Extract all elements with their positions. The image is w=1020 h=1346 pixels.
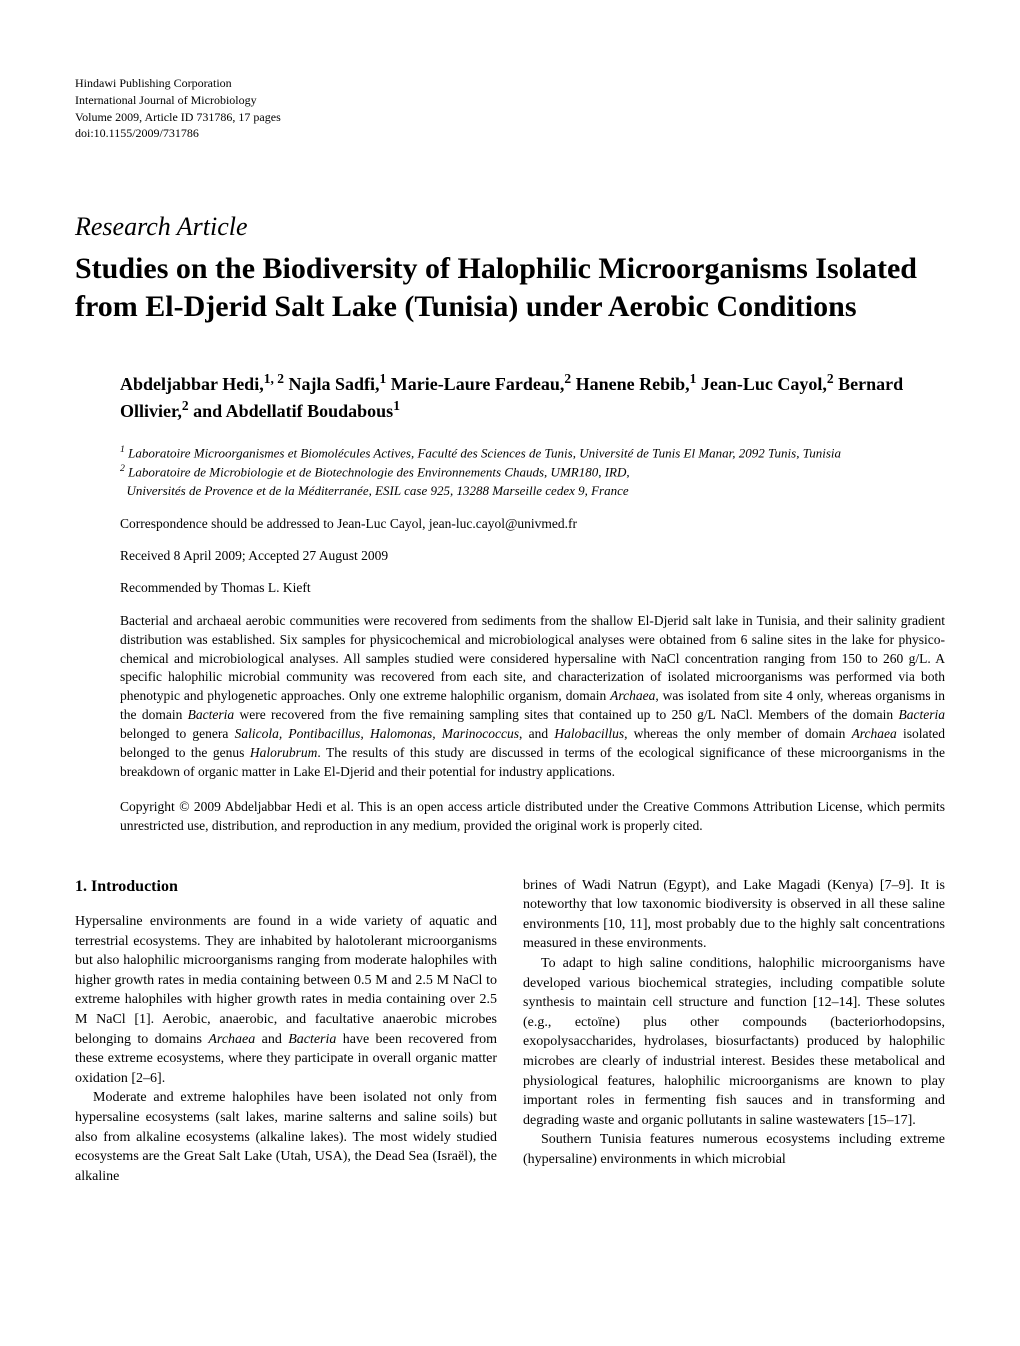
paragraph: Southern Tunisia features numerous ecosy…	[523, 1130, 945, 1169]
volume-info: Volume 2009, Article ID 731786, 17 pages	[75, 109, 945, 126]
correspondence: Correspondence should be addressed to Je…	[120, 516, 945, 532]
abstract: Bacterial and archaeal aerobic communiti…	[120, 612, 945, 782]
main-content: 1. Introduction Hypersaline environments…	[75, 876, 945, 1187]
paragraph: Hypersaline environments are found in a …	[75, 912, 497, 1088]
right-column: brines of Wadi Natrun (Egypt), and Lake …	[523, 876, 945, 1187]
authors-list: Abdeljabbar Hedi,1, 2 Najla Sadfi,1 Mari…	[120, 370, 945, 424]
copyright: Copyright © 2009 Abdeljabbar Hedi et al.…	[120, 798, 945, 836]
dates: Received 8 April 2009; Accepted 27 Augus…	[120, 548, 945, 564]
article-type: Research Article	[75, 212, 945, 242]
publisher: Hindawi Publishing Corporation	[75, 75, 945, 92]
left-column: 1. Introduction Hypersaline environments…	[75, 876, 497, 1187]
recommended-by: Recommended by Thomas L. Kieft	[120, 580, 945, 596]
affiliations: 1 Laboratoire Microorganismes et Biomolé…	[120, 443, 945, 500]
paragraph: To adapt to high saline conditions, halo…	[523, 954, 945, 1130]
doi: doi:10.1155/2009/731786	[75, 125, 945, 142]
section-heading: 1. Introduction	[75, 876, 497, 898]
publication-info: Hindawi Publishing Corporation Internati…	[75, 75, 945, 142]
paragraph: brines of Wadi Natrun (Egypt), and Lake …	[523, 876, 945, 954]
journal: International Journal of Microbiology	[75, 92, 945, 109]
article-title: Studies on the Biodiversity of Halophili…	[75, 250, 945, 325]
paragraph: Moderate and extreme halophiles have bee…	[75, 1088, 497, 1186]
